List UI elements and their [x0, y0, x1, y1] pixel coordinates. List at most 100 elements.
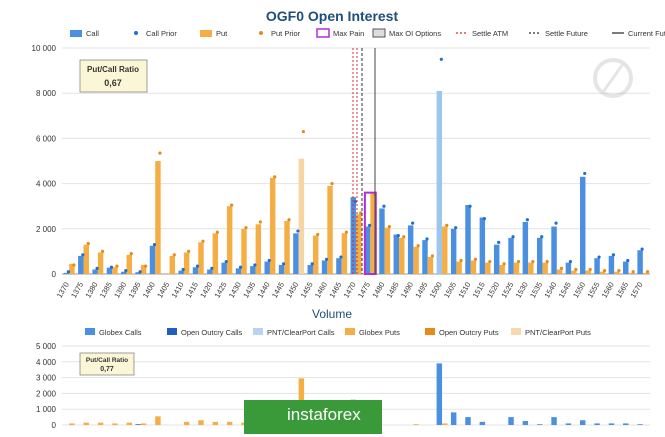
- call-prior-dot: [511, 235, 515, 239]
- call-prior-dot: [583, 171, 587, 176]
- globex-call-bar: [623, 423, 629, 425]
- legend-label: Put: [216, 29, 228, 38]
- put-bar: [198, 242, 204, 274]
- call-prior-dot: [611, 253, 616, 257]
- y-tick-label: 8 000: [36, 89, 57, 98]
- put-bar: [628, 272, 634, 274]
- call-prior-dot: [525, 218, 529, 222]
- call-prior-dot: [468, 204, 472, 208]
- globex-put-bar: [226, 421, 233, 425]
- call-bar: [637, 250, 643, 274]
- x-tick-label: 1530: [514, 281, 530, 300]
- put-prior-dot: [430, 254, 435, 258]
- x-tick-label: 1485: [385, 281, 401, 300]
- volume-legend-swatch: [425, 328, 435, 335]
- legend-swatch: [200, 30, 212, 37]
- legend-label: Call: [86, 29, 99, 38]
- put-bar: [499, 264, 505, 274]
- put-prior-dot: [531, 259, 535, 264]
- x-tick-label: 1455: [299, 281, 315, 300]
- volume-y-tick-label: 5 000: [36, 342, 57, 351]
- legend-swatch: [372, 28, 386, 38]
- call-prior-dot: [138, 270, 142, 274]
- volume-y-tick-label: 4 000: [36, 358, 57, 367]
- call-bar: [221, 262, 227, 274]
- put-prior-dot: [344, 230, 348, 234]
- volume-y-tick-label: 0: [52, 421, 57, 430]
- call-prior-dot: [310, 262, 314, 266]
- x-tick-label: 1535: [528, 281, 544, 300]
- y-tick-label: 10 000: [32, 44, 57, 53]
- call-bar: [551, 226, 557, 274]
- put-prior-dot: [287, 218, 291, 222]
- call-prior-dot: [597, 255, 601, 259]
- call-bar: [178, 270, 184, 274]
- put-bar: [399, 237, 405, 274]
- put-prior-dot: [86, 241, 90, 246]
- put-prior-dot: [158, 151, 162, 155]
- globex-call-bar: [637, 424, 643, 425]
- y-tick-label: 6 000: [36, 134, 57, 143]
- volume-y-tick-label: 2 000: [36, 389, 57, 398]
- put-bar: [241, 228, 247, 274]
- call-bar: [350, 197, 356, 274]
- call-prior-dot: [253, 263, 257, 267]
- x-tick-labels: 1370137513801385139013951400140514101415…: [55, 281, 645, 300]
- call-prior-dot: [640, 247, 644, 251]
- call-prior-dot: [296, 229, 300, 233]
- put-bar: [571, 270, 577, 274]
- x-tick-label: 1415: [184, 281, 200, 300]
- volume-ratio-box: Put/Call Ratio 0,77: [79, 352, 135, 376]
- put-prior-dot: [230, 203, 234, 207]
- call-bar: [422, 240, 428, 274]
- y-tick-label: 0: [52, 270, 57, 279]
- put-bar: [155, 161, 161, 274]
- globex-put-bar: [126, 422, 132, 425]
- legend-label: Max Pain: [333, 29, 364, 38]
- call-prior-dot: [482, 217, 486, 221]
- x-tick-label: 1465: [327, 281, 343, 300]
- x-tick-label: 1390: [112, 281, 128, 300]
- volume-legend-swatch: [85, 328, 95, 335]
- volume-title: Volume: [312, 307, 352, 321]
- put-prior-dot: [473, 257, 478, 261]
- put-prior-dot: [258, 220, 262, 224]
- legend-swatch: [259, 31, 263, 35]
- call-bar: [321, 260, 328, 274]
- x-tick-label: 1525: [499, 281, 515, 300]
- call-bar: [407, 225, 414, 274]
- volume-legend-label: PNT/ClearPort Calls: [267, 328, 335, 337]
- put-bar: [427, 257, 434, 274]
- put-prior-dot: [72, 263, 76, 267]
- call-bar: [78, 255, 84, 274]
- x-tick-label: 1560: [600, 281, 616, 300]
- legend-label: Call Prior: [146, 29, 177, 38]
- globex-call-bar: [536, 424, 543, 425]
- globex-call-bar: [135, 424, 141, 425]
- x-tick-label: 1435: [241, 281, 257, 300]
- put-prior-dot: [100, 249, 105, 253]
- x-tick-label: 1480: [370, 281, 386, 300]
- call-prior-dot: [411, 221, 415, 225]
- call-bar: [192, 267, 199, 274]
- call-prior-dot: [224, 259, 228, 264]
- globex-call-bar: [508, 417, 514, 425]
- call-bar: [278, 264, 285, 274]
- put-call-ratio-box: Put/Call Ratio 0,67: [79, 59, 148, 93]
- call-bar: [336, 258, 342, 274]
- chart-title: OGF0 Open Interest: [266, 8, 399, 24]
- globex-call-bar: [551, 417, 557, 425]
- put-bar: [126, 254, 132, 274]
- legend-swatch: [316, 28, 330, 38]
- put-bar: [513, 262, 520, 274]
- volume-legend-swatch: [345, 328, 355, 335]
- put-prior-dot: [316, 232, 320, 237]
- put-bar: [442, 226, 448, 274]
- put-bar: [413, 246, 419, 274]
- put-prior-dot: [574, 267, 578, 272]
- call-bar: [580, 176, 586, 274]
- put-prior-dot: [244, 226, 248, 230]
- call-prior-dot: [81, 253, 85, 257]
- x-tick-label: 1470: [342, 281, 358, 300]
- put-prior-dot: [459, 258, 463, 263]
